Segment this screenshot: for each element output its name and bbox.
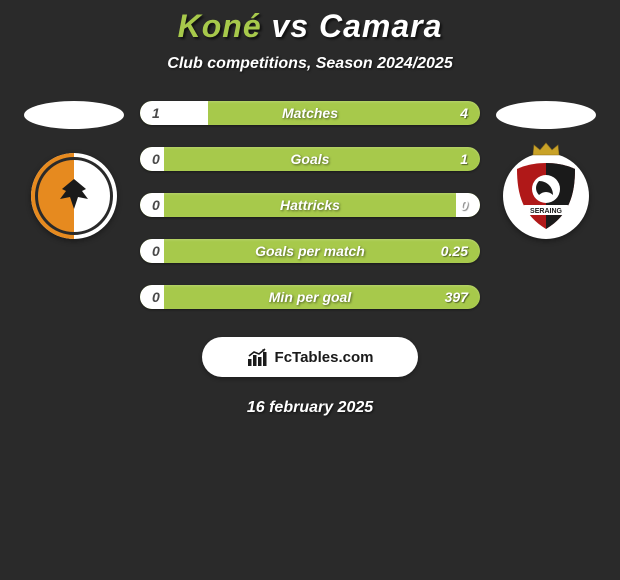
stat-value-left: 1: [152, 101, 160, 125]
stat-value-right: 4: [460, 101, 468, 125]
comparison-infographic: Koné vs Camara Club competitions, Season…: [0, 0, 620, 417]
crown-icon: [531, 141, 561, 157]
player1-name: Koné: [178, 8, 262, 44]
date-text: 16 february 2025: [0, 399, 620, 417]
player1-club-logo: [31, 153, 117, 239]
stat-row: 0 Hattricks 0: [140, 193, 480, 217]
brand-text: FcTables.com: [275, 349, 374, 366]
stat-label: Min per goal: [269, 285, 351, 309]
stat-row: 0 Min per goal 397: [140, 285, 480, 309]
player1-flag: [24, 101, 124, 129]
stat-label: Matches: [282, 101, 338, 125]
player2-name: Camara: [319, 8, 442, 44]
player2-flag: [496, 101, 596, 129]
shield-icon: SERAING: [509, 159, 583, 233]
stats-column: 1 Matches 4 0 Goals 1 0 Hattricks 0 0 Goals per ma…: [140, 101, 480, 309]
page-title: Koné vs Camara: [0, 8, 620, 45]
eagle-icon: [56, 177, 92, 218]
stat-row: 0 Goals per match 0.25: [140, 239, 480, 263]
stat-value-left: 0: [152, 193, 160, 217]
brand-badge[interactable]: FcTables.com: [202, 337, 418, 377]
left-side: [24, 101, 124, 239]
subtitle: Club competitions, Season 2024/2025: [0, 55, 620, 73]
stat-value-right: 397: [445, 285, 468, 309]
comparison-body: 1 Matches 4 0 Goals 1 0 Hattricks 0 0 Goals per ma…: [0, 101, 620, 309]
stat-value-left: 0: [152, 147, 160, 171]
stat-value-left: 0: [152, 285, 160, 309]
player2-club-logo: SERAING: [503, 153, 589, 239]
stat-value-left: 0: [152, 239, 160, 263]
right-side: SERAING: [496, 101, 596, 239]
stat-label: Goals: [291, 147, 330, 171]
stat-row: 1 Matches 4: [140, 101, 480, 125]
stat-row: 0 Goals 1: [140, 147, 480, 171]
chart-icon: [247, 347, 269, 367]
stat-label: Goals per match: [255, 239, 365, 263]
stat-value-right: 0: [460, 193, 468, 217]
stat-label: Hattricks: [280, 193, 340, 217]
stat-fill-left: [140, 101, 208, 125]
stat-value-right: 1: [460, 147, 468, 171]
svg-text:SERAING: SERAING: [530, 208, 562, 215]
stat-value-right: 0.25: [441, 239, 468, 263]
vs-word: vs: [272, 8, 310, 44]
